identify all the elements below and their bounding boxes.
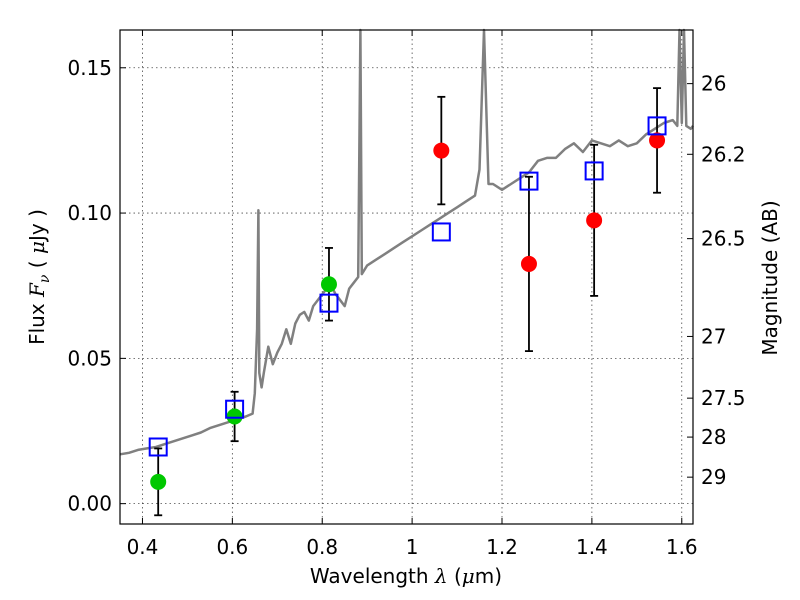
x-tick-label: 1 <box>406 535 419 559</box>
y2-tick-label: 26.5 <box>701 227 746 251</box>
photometry-point <box>150 473 167 490</box>
model-spectrum-line <box>119 28 694 456</box>
model-spectrum-layer <box>119 28 694 456</box>
y2-tick-label: 27.5 <box>701 386 746 410</box>
x-tick-label: 0.8 <box>306 535 338 559</box>
x-tick-label: 1.4 <box>576 535 608 559</box>
model-flux-square <box>431 222 451 242</box>
errorbar-layer <box>154 87 662 517</box>
y2-axis-label: Magnitude (AB) <box>758 200 782 355</box>
y2-tick-label: 26 <box>701 72 726 96</box>
x-tick-label: 1.2 <box>486 535 518 559</box>
y2-axis-ticks: 26 26.2 26.5 27 27.5 28 29 <box>687 72 746 489</box>
marker-layer <box>148 116 667 490</box>
x-tick-label: 0.6 <box>216 535 248 559</box>
x-axis-ticks: 0.4 0.6 0.8 1 1.2 1.4 1.6 <box>127 30 698 559</box>
y-axis-ticks: 0.00 0.05 0.10 0.15 <box>67 56 126 516</box>
y2-tick-label: 29 <box>701 465 726 489</box>
model-flux-square <box>647 116 667 136</box>
photometry-point <box>586 212 603 229</box>
grid-lines <box>120 30 693 524</box>
y-axis-label: Flux Fν ( μJy ) <box>25 209 53 345</box>
y2-tick-label: 28 <box>701 425 726 449</box>
photometry-point <box>320 276 337 293</box>
y-tick-label: 0.05 <box>67 346 112 370</box>
y-tick-label: 0.00 <box>67 492 112 516</box>
model-flux-square <box>584 161 604 181</box>
y2-tick-label: 27 <box>701 324 726 348</box>
model-flux-square <box>319 293 339 313</box>
model-flux-square <box>148 437 168 457</box>
photometry-point <box>649 132 666 149</box>
plot-frame <box>119 29 694 525</box>
x-tick-label: 0.4 <box>127 535 159 559</box>
model-flux-square <box>519 171 539 191</box>
y-tick-label: 0.15 <box>67 56 112 80</box>
y-tick-label: 0.10 <box>67 201 112 225</box>
model-flux-square <box>225 399 245 419</box>
photometry-point <box>520 255 537 272</box>
y2-tick-label: 26.2 <box>701 142 746 166</box>
photometry-point <box>433 142 450 159</box>
x-axis-label: Wavelength λ (μm) <box>310 564 502 588</box>
x-tick-label: 1.6 <box>666 535 698 559</box>
photometry-point <box>226 408 243 425</box>
